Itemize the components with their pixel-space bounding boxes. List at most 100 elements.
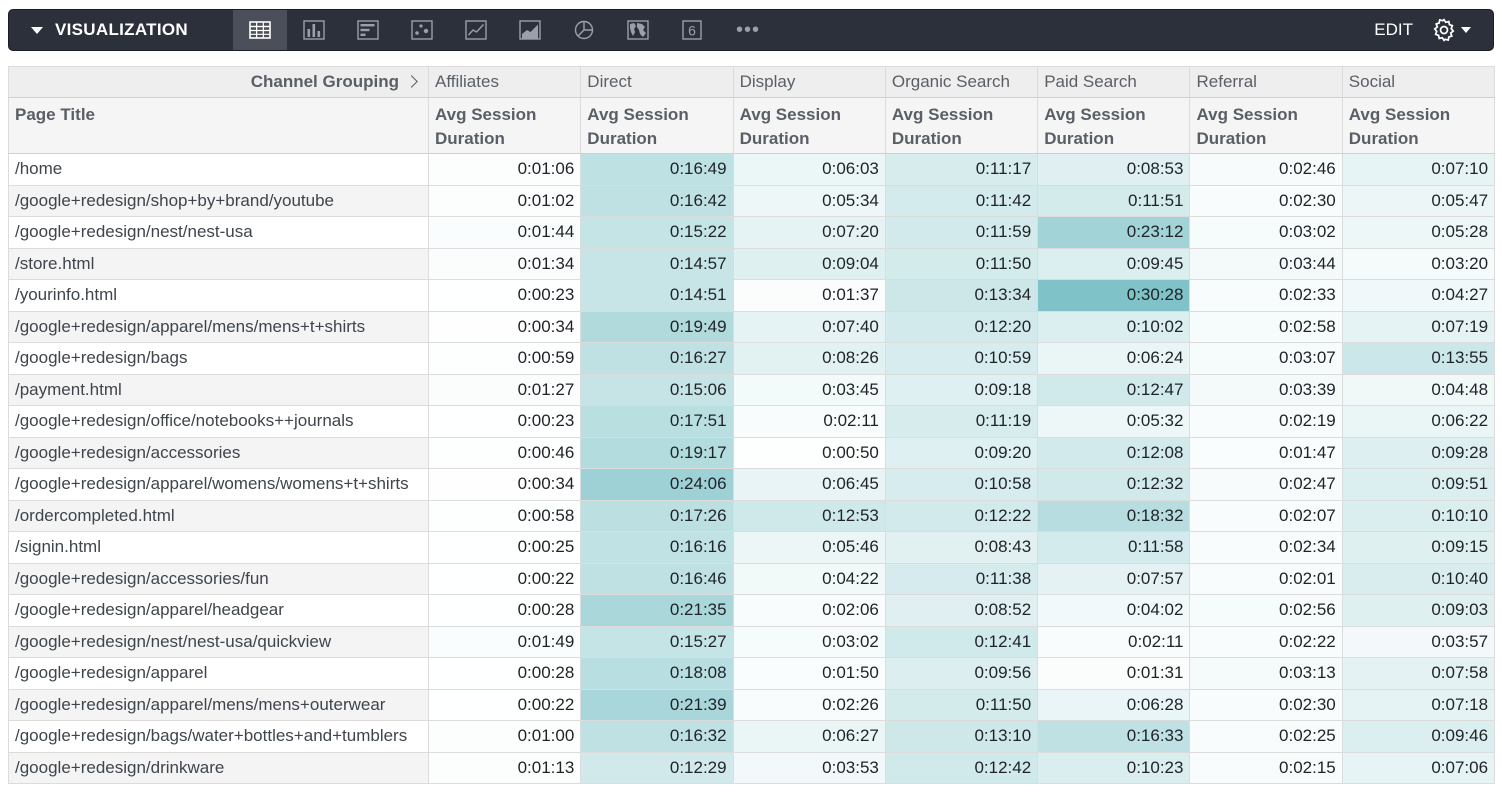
page-title-cell[interactable]: /google+redesign/apparel/headgear bbox=[8, 594, 429, 627]
avg-session-duration-cell: 0:00:23 bbox=[427, 405, 582, 438]
avg-session-duration-cell: 0:03:53 bbox=[732, 751, 886, 784]
pivot-table: Channel Grouping Affiliates Direct Display… bbox=[8, 66, 1496, 784]
measure-column-header[interactable]: Avg Session Duration bbox=[884, 97, 1039, 154]
avg-session-duration-cell: 0:12:08 bbox=[1037, 436, 1191, 469]
avg-session-duration-cell: 0:06:45 bbox=[732, 468, 886, 501]
column-chart-button[interactable] bbox=[287, 10, 341, 50]
pivot-column-header[interactable]: Direct bbox=[580, 66, 734, 98]
visualization-collapse-toggle[interactable]: VISUALIZATION bbox=[9, 10, 233, 50]
avg-session-duration-cell: 0:09:15 bbox=[1341, 531, 1496, 564]
page-title-cell[interactable]: /store.html bbox=[8, 247, 429, 280]
avg-session-duration-cell: 0:23:12 bbox=[1037, 216, 1191, 249]
area-chart-button[interactable] bbox=[503, 10, 557, 50]
table-body: /home 0:01:06 0:16:49 0:06:03 0:11:17 0:08:53… bbox=[8, 153, 1496, 784]
page-title-cell[interactable]: /google+redesign/nest/nest-usa bbox=[8, 216, 429, 249]
avg-session-duration-cell: 0:13:10 bbox=[884, 720, 1039, 753]
avg-session-duration-cell: 0:05:32 bbox=[1037, 405, 1191, 438]
single-value-button[interactable]: 6 bbox=[665, 10, 719, 50]
more-options-button[interactable]: ••• bbox=[735, 18, 760, 41]
avg-session-duration-cell: 0:02:01 bbox=[1189, 562, 1343, 595]
page-title-cell[interactable]: /ordercompleted.html bbox=[8, 499, 429, 532]
page-title-cell[interactable]: /google+redesign/apparel/womens/womens+t… bbox=[8, 468, 429, 501]
avg-session-duration-cell: 0:10:59 bbox=[884, 342, 1039, 375]
avg-session-duration-cell: 0:10:02 bbox=[1037, 310, 1191, 343]
avg-session-duration-cell: 0:12:20 bbox=[884, 310, 1039, 343]
measure-column-header[interactable]: Avg Session Duration bbox=[1341, 97, 1496, 154]
page-title-cell[interactable]: /google+redesign/bags bbox=[8, 342, 429, 375]
page-title-cell[interactable]: /google+redesign/accessories/fun bbox=[8, 562, 429, 595]
avg-session-duration-cell: 0:04:48 bbox=[1341, 373, 1496, 406]
avg-session-duration-cell: 0:12:47 bbox=[1037, 373, 1191, 406]
avg-session-duration-cell: 0:05:34 bbox=[732, 184, 886, 217]
avg-session-duration-cell: 0:00:46 bbox=[427, 436, 582, 469]
pie-chart-button[interactable] bbox=[557, 10, 611, 50]
measure-column-header[interactable]: Avg Session Duration bbox=[580, 97, 734, 154]
pivot-column-header[interactable]: Affiliates bbox=[427, 66, 582, 98]
page-title-cell[interactable]: /google+redesign/nest/nest-usa/quickview bbox=[8, 625, 429, 658]
bar-chart-icon bbox=[357, 20, 379, 40]
avg-session-duration-cell: 0:04:02 bbox=[1037, 594, 1191, 627]
page-title-cell[interactable]: /google+redesign/apparel bbox=[8, 657, 429, 690]
page-title-cell[interactable]: /google+redesign/office/notebooks++journ… bbox=[8, 405, 429, 438]
avg-session-duration-cell: 0:06:22 bbox=[1341, 405, 1496, 438]
page-title-cell[interactable]: /signin.html bbox=[8, 531, 429, 564]
area-chart-icon bbox=[519, 20, 541, 40]
avg-session-duration-cell: 0:01:50 bbox=[732, 657, 886, 690]
page-title-cell[interactable]: /home bbox=[8, 153, 429, 186]
svg-text:6: 6 bbox=[688, 23, 696, 39]
page-title-cell[interactable]: /google+redesign/drinkware bbox=[8, 751, 429, 784]
measure-column-header[interactable]: Avg Session Duration bbox=[1037, 97, 1191, 154]
edit-button[interactable]: EDIT bbox=[1374, 20, 1413, 39]
page-title-cell[interactable]: /google+redesign/shop+by+brand/youtube bbox=[8, 184, 429, 217]
avg-session-duration-cell: 0:03:45 bbox=[732, 373, 886, 406]
measure-column-header[interactable]: Avg Session Duration bbox=[1189, 97, 1343, 154]
table-button[interactable] bbox=[233, 10, 287, 50]
measure-header-row: Page Title Avg Session Duration Avg Sessi… bbox=[8, 97, 1496, 154]
table-row: /google+redesign/shop+by+brand/youtube 0:… bbox=[8, 184, 1496, 217]
page-title-cell[interactable]: /google+redesign/accessories bbox=[8, 436, 429, 469]
avg-session-duration-cell: 0:09:28 bbox=[1341, 436, 1496, 469]
table-row: /ordercompleted.html 0:00:58 0:17:26 0:12:5… bbox=[8, 499, 1496, 532]
pivot-column-header[interactable]: Display bbox=[732, 66, 886, 98]
row-dimension-header[interactable]: Page Title bbox=[8, 97, 429, 154]
avg-session-duration-cell: 0:07:40 bbox=[732, 310, 886, 343]
map-button[interactable] bbox=[611, 10, 665, 50]
pivot-column-header[interactable]: Organic Search bbox=[884, 66, 1039, 98]
page-title-cell[interactable]: /google+redesign/apparel/mens/mens+t+shi… bbox=[8, 310, 429, 343]
avg-session-duration-cell: 0:00:23 bbox=[427, 279, 582, 312]
page-title-cell[interactable]: /google+redesign/bags/water+bottles+and+… bbox=[8, 720, 429, 753]
avg-session-duration-cell: 0:08:52 bbox=[884, 594, 1039, 627]
pivot-column-header[interactable]: Referral bbox=[1189, 66, 1343, 98]
page-title-cell[interactable]: /yourinfo.html bbox=[8, 279, 429, 312]
page-title-cell[interactable]: /payment.html bbox=[8, 373, 429, 406]
avg-session-duration-cell: 0:06:24 bbox=[1037, 342, 1191, 375]
pivot-column-header[interactable]: Social bbox=[1341, 66, 1496, 98]
avg-session-duration-cell: 0:10:58 bbox=[884, 468, 1039, 501]
avg-session-duration-cell: 0:00:28 bbox=[427, 657, 582, 690]
avg-session-duration-cell: 0:00:25 bbox=[427, 531, 582, 564]
avg-session-duration-cell: 0:02:34 bbox=[1189, 531, 1343, 564]
page-title-cell[interactable]: /google+redesign/apparel/mens/mens+outer… bbox=[8, 688, 429, 721]
avg-session-duration-cell: 0:18:08 bbox=[580, 657, 734, 690]
bar-chart-button[interactable] bbox=[341, 10, 395, 50]
table-row: /google+redesign/accessories 0:00:46 0:19:… bbox=[8, 436, 1496, 469]
scatter-chart-button[interactable] bbox=[395, 10, 449, 50]
avg-session-duration-cell: 0:11:59 bbox=[884, 216, 1039, 249]
avg-session-duration-cell: 0:01:44 bbox=[427, 216, 582, 249]
avg-session-duration-cell: 0:02:11 bbox=[732, 405, 886, 438]
measure-column-header[interactable]: Avg Session Duration bbox=[732, 97, 886, 154]
avg-session-duration-cell: 0:12:32 bbox=[1037, 468, 1191, 501]
avg-session-duration-cell: 0:01:49 bbox=[427, 625, 582, 658]
pivot-dimension-header[interactable]: Channel Grouping bbox=[8, 66, 429, 98]
avg-session-duration-cell: 0:02:30 bbox=[1189, 184, 1343, 217]
avg-session-duration-cell: 0:01:06 bbox=[427, 153, 582, 186]
avg-session-duration-cell: 0:11:17 bbox=[884, 153, 1039, 186]
avg-session-duration-cell: 0:02:06 bbox=[732, 594, 886, 627]
measure-column-header[interactable]: Avg Session Duration bbox=[427, 97, 582, 154]
pivot-column-header[interactable]: Paid Search bbox=[1037, 66, 1191, 98]
avg-session-duration-cell: 0:03:02 bbox=[732, 625, 886, 658]
settings-button[interactable] bbox=[1431, 17, 1471, 43]
avg-session-duration-cell: 0:21:35 bbox=[580, 594, 734, 627]
avg-session-duration-cell: 0:13:34 bbox=[884, 279, 1039, 312]
line-chart-button[interactable] bbox=[449, 10, 503, 50]
